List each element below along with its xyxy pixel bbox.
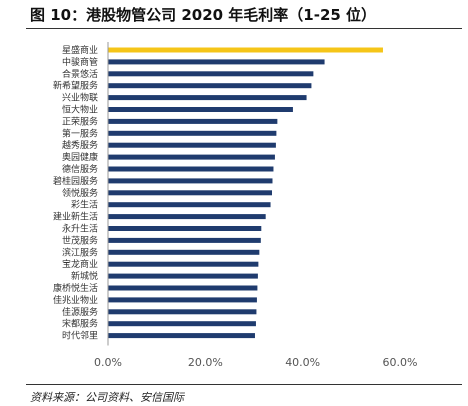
bar [108,178,273,184]
category-label: 领悦服务 [62,187,98,199]
category-label: 第一服务 [62,127,98,139]
bar [108,273,258,279]
bar [108,107,293,112]
category-label: 新城悦 [71,270,98,282]
category-label: 兴业物联 [62,92,98,104]
bar [108,214,266,220]
category-label: 世茂服务 [62,234,98,246]
x-tick-label: 40.0% [285,356,320,369]
x-tick-label: 60.0% [383,356,418,369]
category-label: 新希望服务 [53,80,98,92]
category-label: 永升生活 [62,223,98,235]
bar [108,261,259,267]
bar [108,47,383,53]
category-label: 星盛商业 [62,44,98,56]
x-tick-label: 0.0% [94,356,122,369]
bar [108,237,261,243]
bar [108,142,276,148]
category-label: 恒大物业 [62,104,98,116]
bar [108,202,271,208]
bar [108,166,274,172]
bar [108,130,277,136]
figure-title: 图 10：港股物管公司 2020 年毛利率（1-25 位） [30,6,377,24]
category-labels: 星盛商业中骏商管合景悠活新希望服务兴业物联恒大物业正荣服务第一服务越秀服务奥园健… [53,44,98,342]
bar [108,71,314,77]
bars [108,47,383,339]
x-tick-labels: 0.0% 20.0% 40.0% 60.0% [94,356,417,369]
bar [108,249,260,255]
category-label: 中骏商管 [62,56,98,68]
category-label: 彩生活 [71,199,98,211]
category-label: 奥园健康 [62,151,98,163]
source-note: 资料来源：公司资料、安信国际 [30,391,184,404]
category-label: 建业新生活 [53,211,98,223]
bar [108,226,262,231]
bar [108,59,325,65]
category-label: 碧桂园服务 [53,175,98,187]
category-label: 佳源服务 [62,306,98,318]
bar [108,83,312,89]
category-label: 宋都服务 [62,318,98,330]
category-label: 康桥悦生活 [53,282,98,294]
bar [108,321,256,327]
category-label: 越秀服务 [62,139,98,151]
category-label: 德信服务 [62,163,98,175]
bar [108,297,257,303]
category-label: 合景悠活 [62,68,98,80]
bar [108,154,275,160]
category-label: 时代邻里 [62,330,98,342]
bar [108,95,307,101]
category-label: 正荣服务 [62,115,98,127]
bar [108,285,258,291]
bar [108,309,257,315]
category-label: 佳兆业物业 [53,294,98,306]
category-label: 滨江服务 [62,246,98,258]
title-rule [26,28,462,29]
bar [108,118,278,124]
bar [108,190,273,196]
source-rule [26,384,462,385]
bar [108,333,255,339]
x-tick-label: 20.0% [188,356,223,369]
category-label: 宝龙商业 [62,258,98,270]
